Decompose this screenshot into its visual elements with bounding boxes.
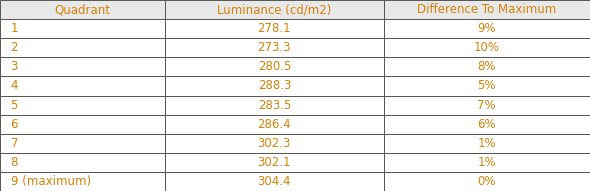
Text: 4: 4 (11, 79, 18, 92)
Text: 3: 3 (11, 60, 18, 73)
Bar (165, 38, 384, 57)
Bar (165, 57, 384, 76)
Text: 302.1: 302.1 (258, 156, 291, 169)
Bar (0, 76, 165, 96)
Bar (0, 115, 165, 134)
Bar (165, 153, 384, 172)
Text: 5: 5 (11, 99, 18, 112)
Text: 8: 8 (11, 156, 18, 169)
Text: 283.5: 283.5 (258, 99, 291, 112)
Bar (384, 172, 590, 191)
Bar (165, 19, 384, 38)
Bar (0, 96, 165, 115)
Bar (0, 38, 165, 57)
Bar (165, 76, 384, 96)
Text: 286.4: 286.4 (258, 118, 291, 131)
Text: Difference To Maximum: Difference To Maximum (417, 3, 556, 16)
Bar (0, 19, 165, 38)
Bar (384, 57, 590, 76)
Text: 7: 7 (11, 137, 18, 150)
Bar (0, 153, 165, 172)
Bar (165, 0, 384, 19)
Bar (384, 96, 590, 115)
Bar (384, 134, 590, 153)
Bar (0, 57, 165, 76)
Text: 5%: 5% (477, 79, 496, 92)
Text: 9 (maximum): 9 (maximum) (11, 175, 91, 188)
Text: 273.3: 273.3 (258, 41, 291, 54)
Bar (384, 19, 590, 38)
Bar (384, 153, 590, 172)
Text: 8%: 8% (477, 60, 496, 73)
Text: Quadrant: Quadrant (55, 3, 110, 16)
Bar (165, 134, 384, 153)
Bar (384, 38, 590, 57)
Text: 278.1: 278.1 (258, 22, 291, 35)
Text: 304.4: 304.4 (258, 175, 291, 188)
Bar (0, 0, 165, 19)
Text: 288.3: 288.3 (258, 79, 291, 92)
Text: 0%: 0% (477, 175, 496, 188)
Bar (384, 0, 590, 19)
Text: 1%: 1% (477, 137, 496, 150)
Text: 2: 2 (11, 41, 18, 54)
Bar (165, 115, 384, 134)
Bar (384, 76, 590, 96)
Text: 7%: 7% (477, 99, 496, 112)
Text: 10%: 10% (474, 41, 500, 54)
Text: 1: 1 (11, 22, 18, 35)
Text: Luminance (cd/m2): Luminance (cd/m2) (217, 3, 332, 16)
Text: 1%: 1% (477, 156, 496, 169)
Bar (0, 172, 165, 191)
Text: 6%: 6% (477, 118, 496, 131)
Text: 302.3: 302.3 (258, 137, 291, 150)
Bar (0, 134, 165, 153)
Bar (165, 172, 384, 191)
Bar (165, 96, 384, 115)
Text: 6: 6 (11, 118, 18, 131)
Text: 280.5: 280.5 (258, 60, 291, 73)
Bar (384, 115, 590, 134)
Text: 9%: 9% (477, 22, 496, 35)
